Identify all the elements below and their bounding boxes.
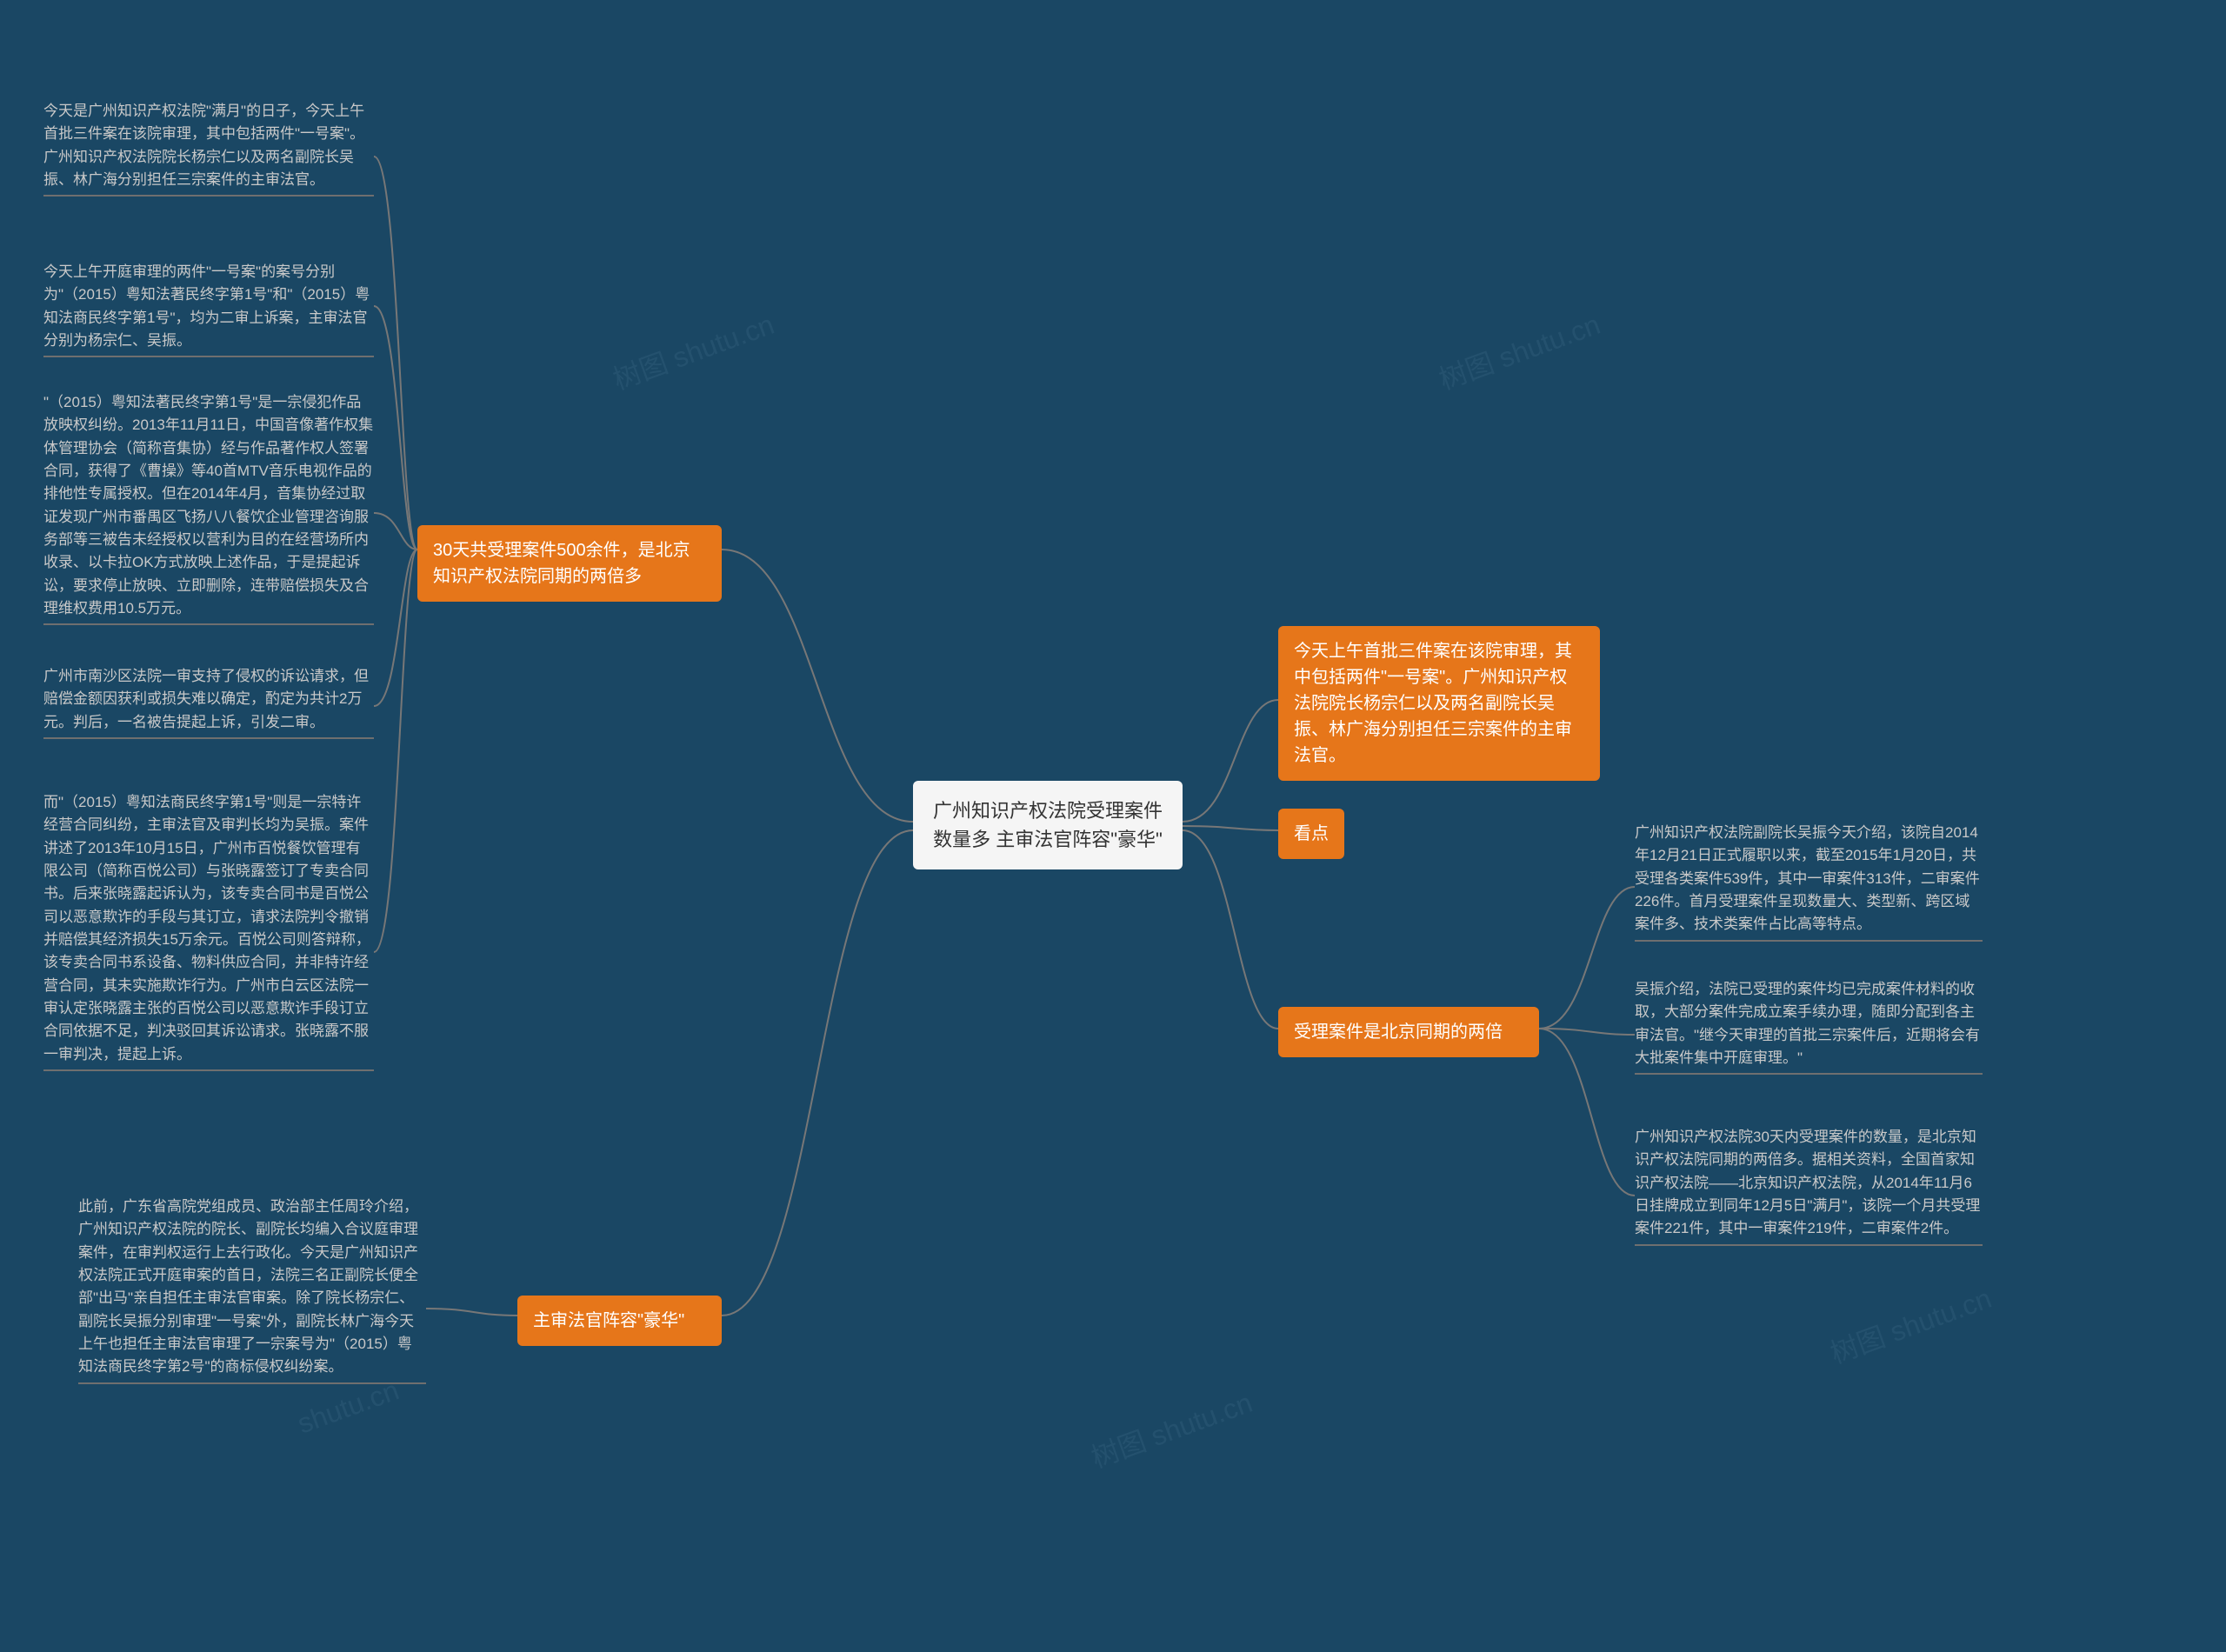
leaf-text: 今天上午开庭审理的两件"一号案"的案号分别为"（2015）粤知法著民终字第1号"… [43, 263, 370, 349]
branch-left2: 主审法官阵容"豪华" [517, 1296, 722, 1346]
leaf-left1-2: "（2015）粤知法著民终字第1号"是一宗侵犯作品放映权纠纷。2013年11月1… [43, 391, 374, 620]
leaf-right3-0: 广州知识产权法院副院长吴振今天介绍，该院自2014年12月21日正式履职以来，截… [1635, 822, 1983, 936]
watermark: 树图 shutu.cn [607, 303, 779, 398]
watermark: 树图 shutu.cn [1085, 1381, 1257, 1476]
watermark: 树图 shutu.cn [1433, 303, 1605, 398]
leaf-underline [43, 1069, 374, 1071]
leaf-underline [43, 623, 374, 625]
leaf-underline [1635, 1073, 1983, 1075]
leaf-underline [78, 1382, 426, 1384]
root-node: 广州知识产权法院受理案件数量多 主审法官阵容"豪华" [913, 781, 1183, 869]
leaf-right3-2: 广州知识产权法院30天内受理案件的数量，是北京知识产权法院同期的两倍多。据相关资… [1635, 1126, 1983, 1241]
leaf-text: 广州市南沙区法院一审支持了侵权的诉讼请求，但赔偿金额因获利或损失难以确定，酌定为… [43, 668, 369, 730]
leaf-underline [43, 195, 374, 197]
watermark: shutu.cn [293, 1374, 403, 1440]
leaf-left1-1: 今天上午开庭审理的两件"一号案"的案号分别为"（2015）粤知法著民终字第1号"… [43, 261, 374, 352]
leaf-text: "（2015）粤知法著民终字第1号"是一宗侵犯作品放映权纠纷。2013年11月1… [43, 394, 373, 616]
leaf-text: 而"（2015）粤知法商民终字第1号"则是一宗特许经营合同纠纷，主审法官及审判长… [43, 794, 370, 1062]
leaf-left1-4: 而"（2015）粤知法商民终字第1号"则是一宗特许经营合同纠纷，主审法官及审判长… [43, 791, 374, 1066]
leaf-underline [1635, 1244, 1983, 1246]
branch-left1: 30天共受理案件500余件，是北京知识产权法院同期的两倍多 [417, 525, 722, 602]
leaf-left2-0: 此前，广东省高院党组成员、政治部主任周玲介绍，广州知识产权法院的院长、副院长均编… [78, 1196, 426, 1379]
branch-right3: 受理案件是北京同期的两倍 [1278, 1007, 1539, 1057]
leaf-underline [43, 356, 374, 357]
leaf-text: 今天是广州知识产权法院"满月"的日子，今天上午首批三件案在该院审理，其中包括两件… [43, 103, 364, 188]
branch-right1: 今天上午首批三件案在该院审理，其中包括两件"一号案"。广州知识产权法院院长杨宗仁… [1278, 626, 1600, 781]
leaf-text: 此前，广东省高院党组成员、政治部主任周玲介绍，广州知识产权法院的院长、副院长均编… [78, 1198, 418, 1375]
leaf-text: 吴振介绍，法院已受理的案件均已完成案件材料的收取，大部分案件完成立案手续办理，随… [1635, 981, 1980, 1066]
leaf-right3-1: 吴振介绍，法院已受理的案件均已完成案件材料的收取，大部分案件完成立案手续办理，随… [1635, 978, 1983, 1069]
leaf-left1-3: 广州市南沙区法院一审支持了侵权的诉讼请求，但赔偿金额因获利或损失难以确定，酌定为… [43, 665, 374, 734]
branch-right2: 看点 [1278, 809, 1344, 859]
leaf-text: 广州知识产权法院30天内受理案件的数量，是北京知识产权法院同期的两倍多。据相关资… [1635, 1129, 1980, 1236]
watermark: 树图 shutu.cn [1824, 1276, 1996, 1372]
leaf-left1-0: 今天是广州知识产权法院"满月"的日子，今天上午首批三件案在该院审理，其中包括两件… [43, 100, 374, 191]
leaf-underline [1635, 940, 1983, 942]
leaf-underline [43, 737, 374, 739]
leaf-text: 广州知识产权法院副院长吴振今天介绍，该院自2014年12月21日正式履职以来，截… [1635, 824, 1980, 932]
